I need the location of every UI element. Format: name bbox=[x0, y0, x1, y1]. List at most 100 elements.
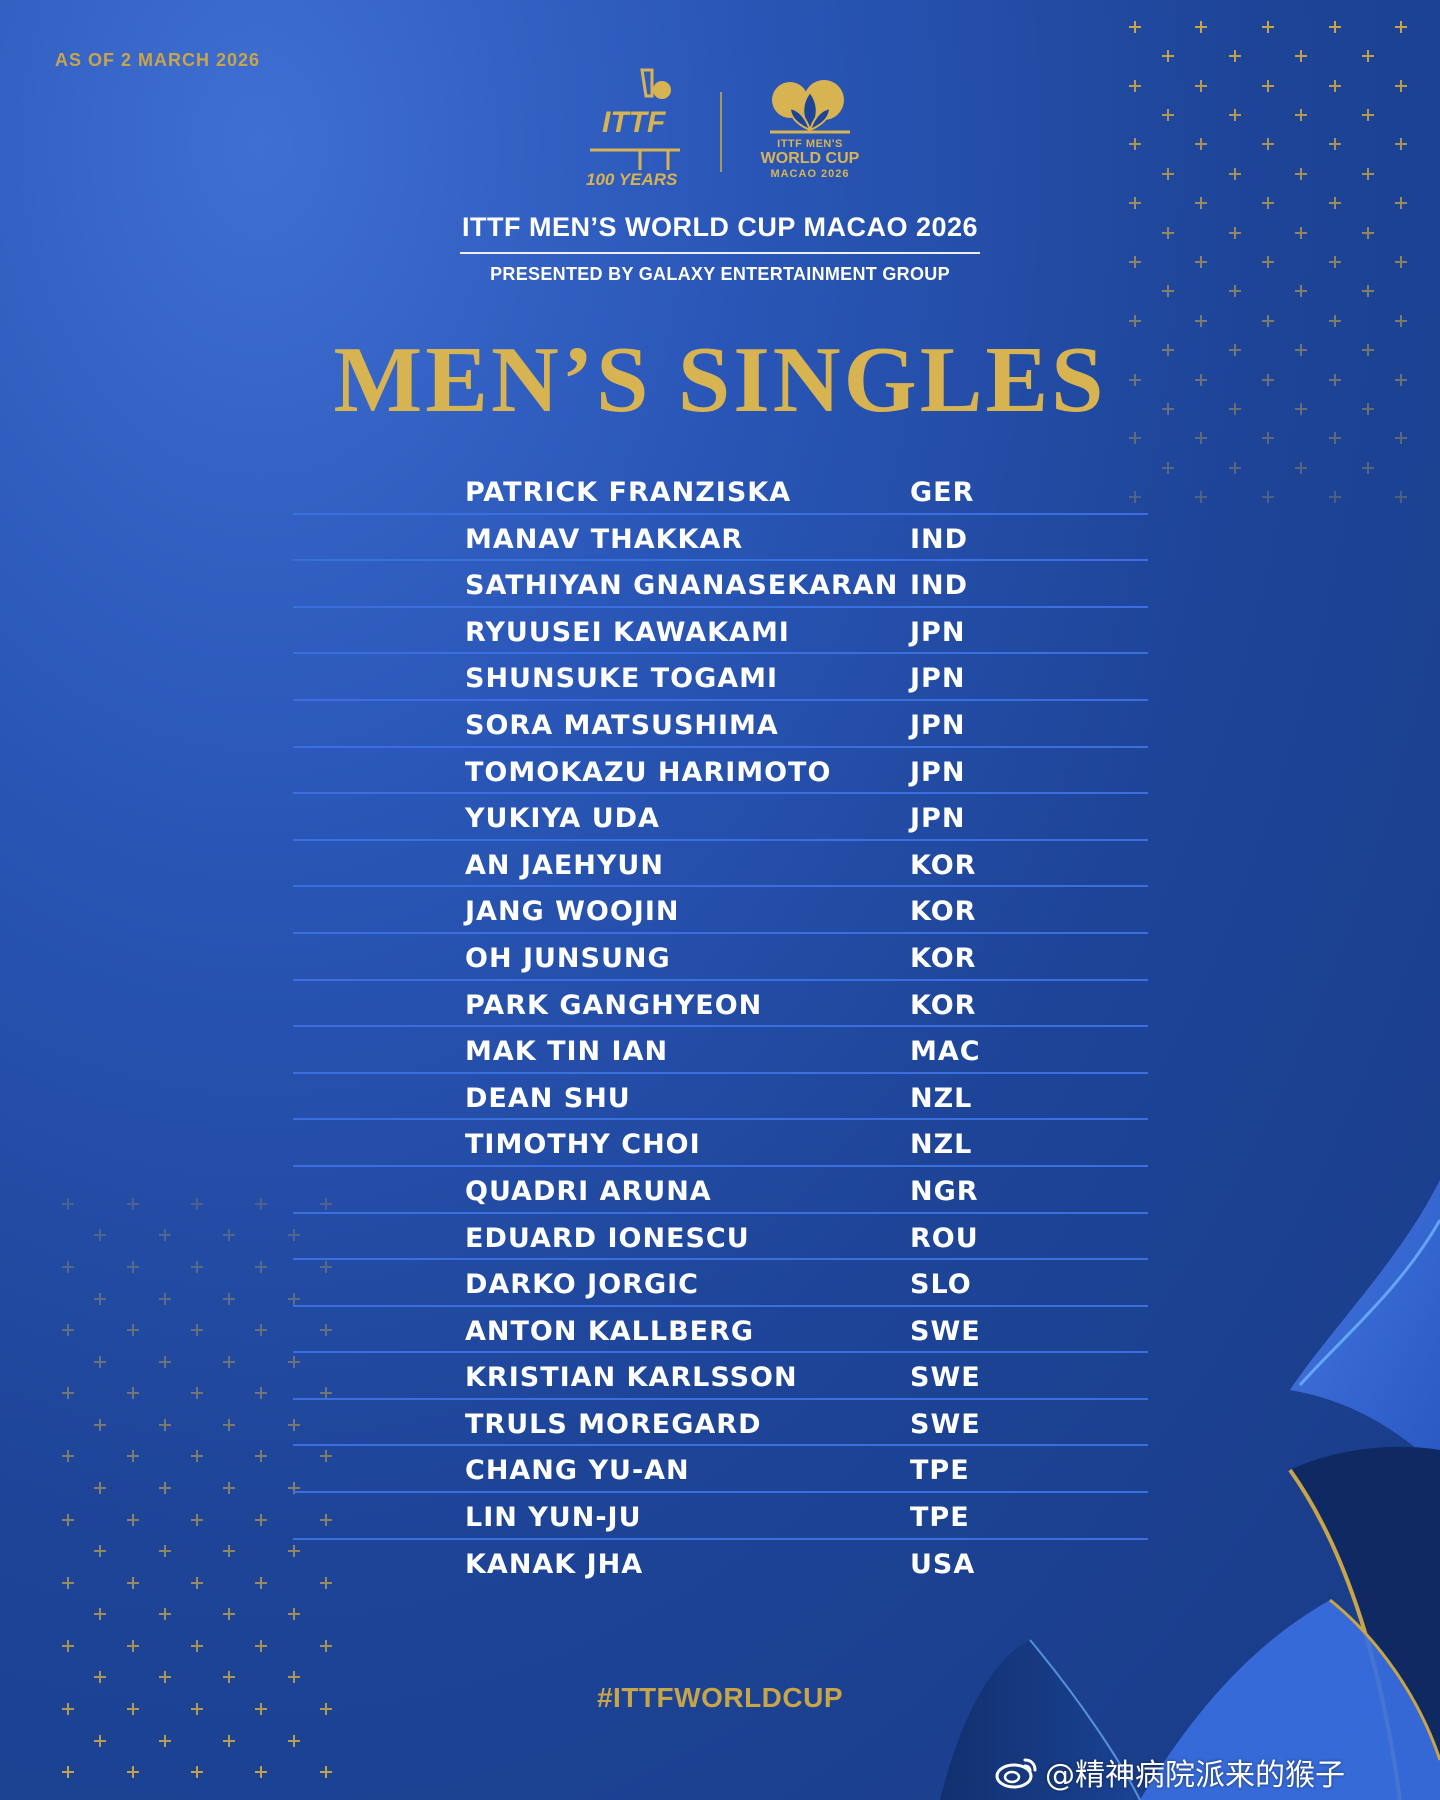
sparkle-icon bbox=[62, 1639, 75, 1652]
sparkle-icon bbox=[1328, 79, 1341, 92]
sparkle-icon bbox=[1128, 373, 1141, 386]
player-row: TRULS MOREGARD SWE bbox=[293, 1400, 1148, 1447]
player-name: SHUNSUKE TOGAMI bbox=[465, 663, 779, 695]
sparkle-icon bbox=[62, 1450, 75, 1463]
ittf-logo-text: ITTF bbox=[602, 106, 666, 139]
player-country: SWE bbox=[910, 1362, 981, 1394]
player-country: JPN bbox=[910, 616, 966, 648]
lotus-emblem-icon bbox=[770, 80, 850, 134]
player-name: MAK TIN IAN bbox=[465, 1036, 669, 1068]
sparkle-icon bbox=[1161, 108, 1174, 121]
sparkle-icon bbox=[1361, 226, 1374, 239]
sparkle-icon bbox=[190, 1639, 203, 1652]
player-country: NZL bbox=[910, 1129, 973, 1161]
player-row: DARKO JORGIC SLO bbox=[293, 1260, 1148, 1307]
player-row: OH JUNSUNG KOR bbox=[293, 934, 1148, 981]
player-row: RYUUSEI KAWAKAMI JPN bbox=[293, 608, 1148, 655]
player-row: TIMOTHY CHOI NZL bbox=[293, 1120, 1148, 1167]
sparkle-icon bbox=[1361, 50, 1374, 63]
sparkle-icon bbox=[1328, 491, 1341, 504]
sparkle-icon bbox=[190, 1513, 203, 1526]
sparkle-icon bbox=[1228, 108, 1241, 121]
sparkle-icon bbox=[319, 1450, 332, 1463]
world-cup-logo-line3: MACAO 2026 bbox=[770, 168, 850, 180]
sparkle-icon bbox=[319, 1324, 332, 1337]
sparkle-icon bbox=[287, 1608, 300, 1621]
ittf-years-text: 100 YEARS bbox=[586, 170, 678, 189]
sparkle-icon bbox=[1295, 226, 1308, 239]
player-country: NGR bbox=[910, 1175, 979, 1207]
sparkle-icon bbox=[158, 1355, 171, 1368]
player-country: SWE bbox=[910, 1315, 981, 1347]
sparkle-icon bbox=[1195, 255, 1208, 268]
sparkle-icon bbox=[94, 1608, 107, 1621]
sparkle-icon bbox=[1361, 167, 1374, 180]
sparkle-icon bbox=[1228, 285, 1241, 298]
player-name: RYUUSEI KAWAKAMI bbox=[465, 616, 790, 648]
sparkle-icon bbox=[1395, 20, 1408, 33]
sparkle-icon bbox=[319, 1639, 332, 1652]
player-name: YUKIYA UDA bbox=[465, 803, 660, 835]
sparkle-icon bbox=[255, 1703, 268, 1716]
sparkle-icon bbox=[223, 1608, 236, 1621]
sparkle-icon bbox=[190, 1387, 203, 1400]
player-name: JANG WOOJIN bbox=[465, 896, 680, 928]
sparkle-icon bbox=[158, 1545, 171, 1558]
sparkle-icon bbox=[94, 1355, 107, 1368]
player-name: DEAN SHU bbox=[465, 1082, 631, 1114]
sparkle-icon bbox=[287, 1481, 300, 1494]
sparkle-icon bbox=[190, 1324, 203, 1337]
watermark-text: @精神病院派来的猴子 bbox=[1045, 1758, 1345, 1793]
sparkle-icon bbox=[319, 1197, 332, 1210]
sparkle-icon bbox=[287, 1734, 300, 1747]
sparkle-icon bbox=[94, 1229, 107, 1242]
sparkle-pattern-bottom-left bbox=[52, 1188, 342, 1788]
sparkle-icon bbox=[62, 1387, 75, 1400]
as-of-date: AS OF 2 MARCH 2026 bbox=[55, 50, 261, 70]
player-row: JANG WOOJIN KOR bbox=[293, 887, 1148, 934]
sparkle-icon bbox=[287, 1355, 300, 1368]
sparkle-icon bbox=[94, 1671, 107, 1684]
sparkle-icon bbox=[287, 1229, 300, 1242]
sparkle-icon bbox=[1161, 226, 1174, 239]
sparkle-icon bbox=[1261, 491, 1274, 504]
sparkle-icon bbox=[1261, 138, 1274, 151]
sparkle-icon bbox=[1361, 461, 1374, 474]
sparkle-icon bbox=[126, 1197, 139, 1210]
ittf-100-years-logo: ITTF 100 YEARS bbox=[580, 66, 700, 196]
sparkle-icon bbox=[190, 1766, 203, 1779]
player-name: LIN YUN-JU bbox=[465, 1502, 642, 1534]
event-title: ITTF MEN’S WORLD CUP MACAO 2026 bbox=[461, 212, 979, 242]
sparkle-icon bbox=[255, 1450, 268, 1463]
player-row: SORA MATSUSHIMA JPN bbox=[293, 701, 1148, 748]
player-row: SATHIYAN GNANASEKARAN IND bbox=[293, 561, 1148, 608]
sparkle-icon bbox=[1128, 138, 1141, 151]
sparkle-icon bbox=[1161, 50, 1174, 63]
sparkle-icon bbox=[1161, 461, 1174, 474]
sparkle-icon bbox=[62, 1197, 75, 1210]
event-title-divider bbox=[460, 252, 980, 254]
player-row: PARK GANGHYEON KOR bbox=[293, 981, 1148, 1028]
player-row: ANTON KALLBERG SWE bbox=[293, 1307, 1148, 1354]
sparkle-icon bbox=[94, 1545, 107, 1558]
player-country: JPN bbox=[910, 709, 966, 741]
sparkle-icon bbox=[319, 1260, 332, 1273]
sparkle-icon bbox=[255, 1260, 268, 1273]
sparkle-icon bbox=[255, 1387, 268, 1400]
sparkle-icon bbox=[1161, 403, 1174, 416]
sparkle-icon bbox=[1128, 20, 1141, 33]
player-name: CHANG YU-AN bbox=[465, 1455, 690, 1487]
sparkle-icon bbox=[1328, 138, 1341, 151]
watermark: @精神病院派来的猴子 bbox=[995, 1752, 1345, 1793]
world-cup-logo: ITTF MEN'S WORLD CUP MACAO 2026 bbox=[750, 76, 870, 196]
sparkle-icon bbox=[1128, 432, 1141, 445]
sparkle-icon bbox=[158, 1671, 171, 1684]
player-country: MAC bbox=[910, 1036, 981, 1068]
player-name: DARKO JORGIC bbox=[465, 1269, 699, 1301]
sparkle-icon bbox=[255, 1324, 268, 1337]
sparkle-icon bbox=[126, 1450, 139, 1463]
sparkle-icon bbox=[1128, 255, 1141, 268]
sparkle-icon bbox=[158, 1608, 171, 1621]
world-cup-logo-line1: ITTF MEN'S bbox=[777, 138, 843, 150]
